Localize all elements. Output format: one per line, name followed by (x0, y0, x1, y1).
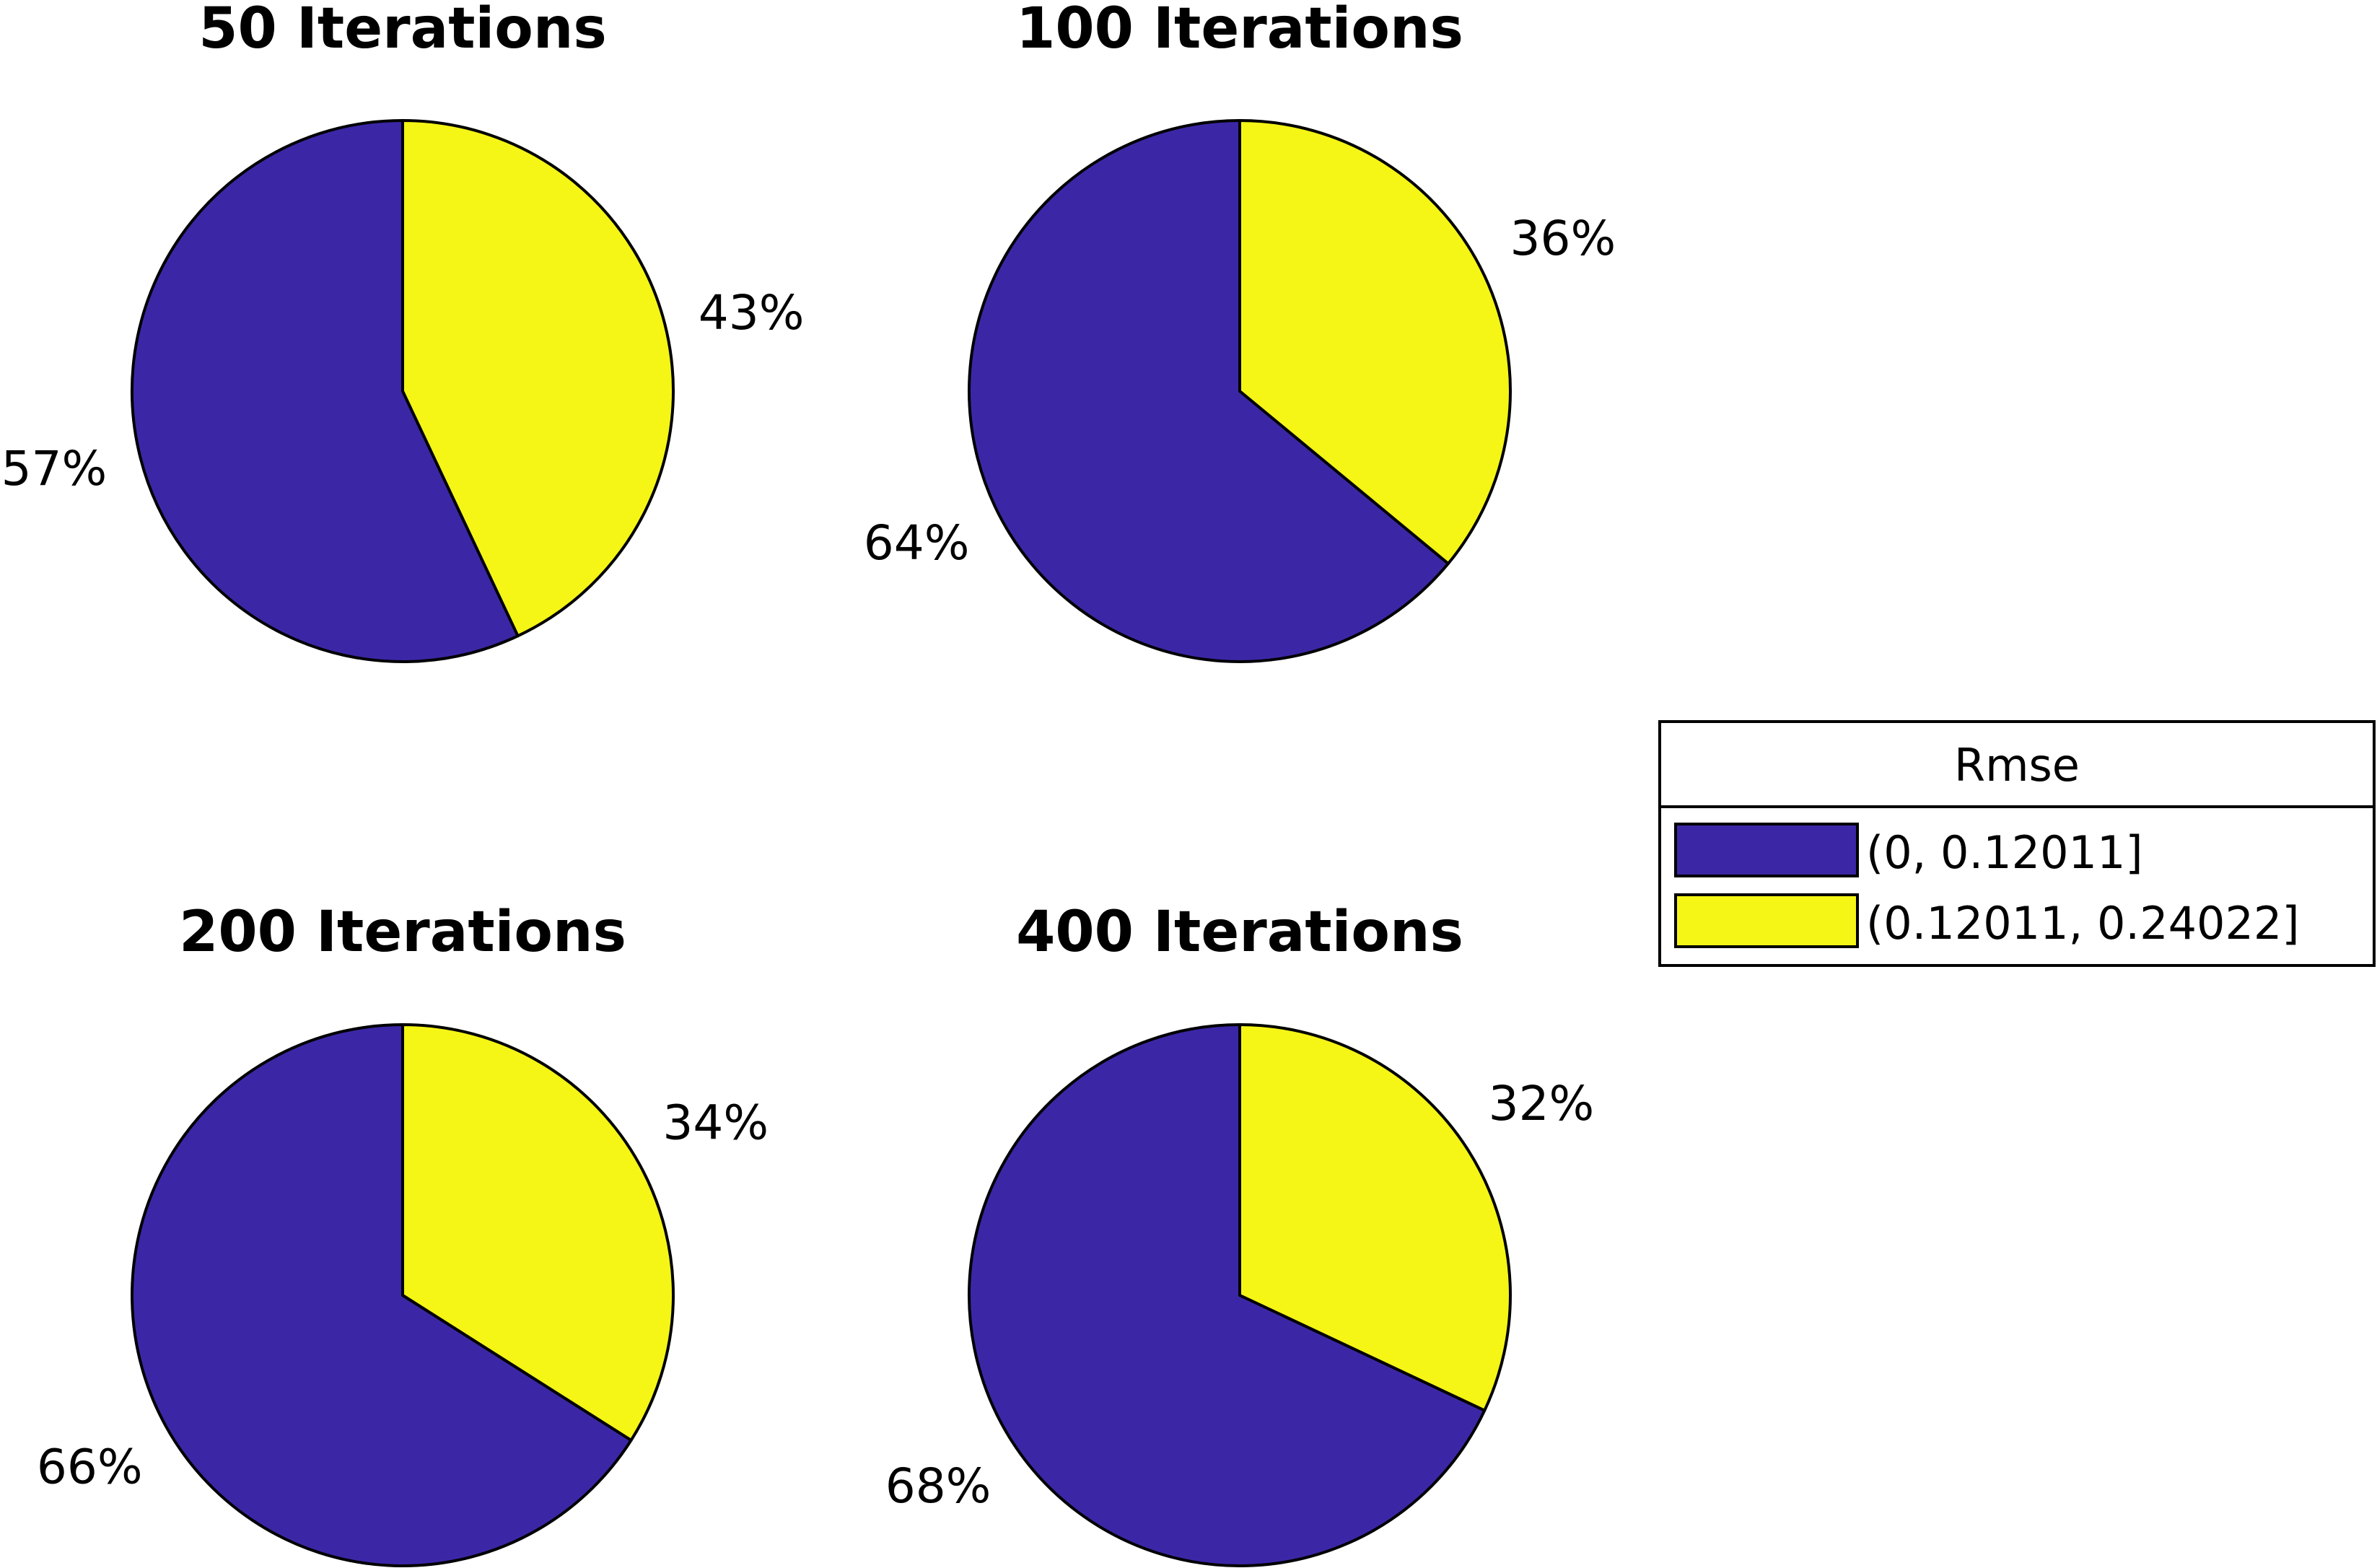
legend-label-high-rmse: (0.12011, 0.24022] (1866, 897, 2300, 950)
pie-title: 400 Iterations (1016, 900, 1463, 965)
pie-label-high-rmse: 34% (662, 1095, 769, 1151)
legend-swatch-low-rmse (1674, 823, 1859, 877)
pie-slice-high-rmse (1238, 1023, 1512, 1412)
pie-charts: 50 Iterations 57% 43% 100 Iterations 64% 36% 2… (1, 0, 1616, 1567)
pie-label-low-rmse: 57% (1, 441, 108, 496)
pie-label-low-rmse: 68% (885, 1458, 991, 1514)
pie-slice-high-rmse (401, 1023, 675, 1442)
pie-label-low-rmse: 64% (864, 515, 970, 571)
pie-title: 200 Iterations (179, 900, 626, 965)
pie-label-low-rmse: 66% (37, 1439, 143, 1494)
pie-chart-2: 100 Iterations 64% 36% (864, 0, 1616, 663)
pie-chart-4: 400 Iterations 68% 32% (885, 900, 1595, 1567)
pie-slice-low-rmse (968, 1023, 1487, 1567)
pie-title: 100 Iterations (1016, 0, 1463, 61)
legend-label-low-rmse: (0, 0.12011] (1866, 826, 2143, 879)
pie-label-high-rmse: 32% (1489, 1076, 1595, 1131)
legend: Rmse (0, 0.12011] (0.12011, 0.24022] (1658, 720, 2376, 967)
pie-slice-low-rmse (131, 1023, 633, 1567)
pie-label-high-rmse: 36% (1510, 211, 1616, 266)
pie-chart-1: 50 Iterations 57% 43% (1, 0, 805, 663)
pie-slice-low-rmse (131, 119, 520, 663)
pie-chart-3: 200 Iterations 66% 34% (37, 900, 769, 1567)
pie-title: 50 Iterations (198, 0, 607, 61)
pie-label-high-rmse: 43% (699, 285, 805, 341)
legend-title: Rmse (1954, 739, 2080, 792)
pie-slice-low-rmse (968, 119, 1450, 663)
pie-slice-high-rmse (401, 119, 675, 638)
pie-slice-high-rmse (1238, 119, 1512, 566)
legend-swatch-high-rmse (1674, 893, 1859, 948)
